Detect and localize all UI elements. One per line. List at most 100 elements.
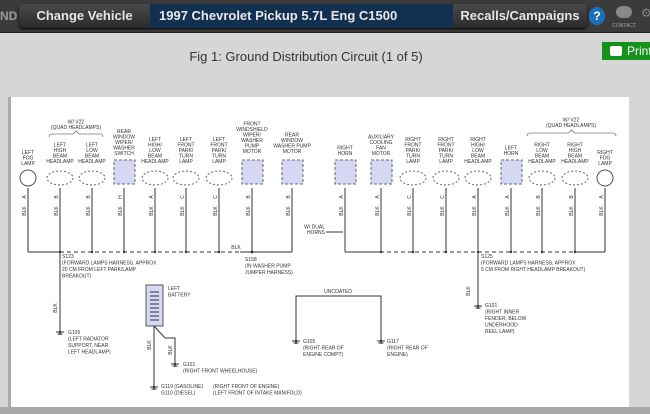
connector-box <box>281 159 304 185</box>
gear-icon[interactable]: ⚙ <box>641 6 650 20</box>
component-label: REAR <box>117 129 131 135</box>
quad-headlamps-label: (QUAD HEADLAMPS) <box>546 123 596 129</box>
component-label: WASHER <box>113 146 135 152</box>
contact-button[interactable]: CONTACT <box>610 4 638 29</box>
component-label: FOG <box>23 156 34 162</box>
battery-label: BATTERY <box>168 293 191 299</box>
print-button[interactable]: Print <box>602 42 650 60</box>
splice-s158: JUMPER HARNESS) <box>245 270 293 276</box>
recalls-campaigns-button[interactable]: Recalls/Campaigns <box>453 4 587 28</box>
ground-wire <box>153 325 176 362</box>
component-label: HEADLAMP <box>46 159 74 165</box>
wire-color-label: BLK <box>407 206 413 216</box>
pin-label: B <box>86 195 92 199</box>
component-label: HIGH/ <box>148 143 163 149</box>
component-label: LAMP <box>406 159 420 165</box>
component-label: LEFT <box>505 146 517 152</box>
component-label: RIGHT <box>597 150 613 156</box>
ground-symbol <box>58 330 62 334</box>
bottom-bar <box>0 407 650 414</box>
component-label: BEAM <box>535 154 549 160</box>
component-label: RIGHT <box>337 146 353 152</box>
wire-color-label: BLK <box>168 345 174 355</box>
pin-label: A <box>375 195 381 199</box>
wire-color-label: BLK <box>536 206 542 216</box>
lamp-symbol <box>528 170 556 186</box>
component-label: LEFT <box>180 137 192 143</box>
component-label: LOW <box>472 148 484 154</box>
component-label: RIGHT <box>567 143 583 149</box>
lamp-symbol <box>205 170 233 186</box>
quad-headlamps-label: W/ V22 <box>563 118 580 124</box>
component-label: WINDSHIELD <box>236 127 268 133</box>
ground-symbol <box>173 362 177 366</box>
splice-s123: (FORWARD LAMPS HARNESS, APPROX <box>62 261 157 267</box>
help-icon[interactable]: ? <box>589 7 605 25</box>
wire-color-label: BLK <box>599 206 605 216</box>
component-label: FRONT <box>210 143 227 149</box>
ground-g101-right: FENDER, BELOW <box>485 316 527 322</box>
ground-symbol <box>152 385 156 389</box>
component-label: TURN <box>439 154 453 160</box>
splice-s158: (IN WASHER PUMP <box>245 264 291 270</box>
ground-g105-left: (LEFT RADIATOR <box>68 337 109 343</box>
wire-color-label: BLK <box>375 206 381 216</box>
component-label: FRONT <box>437 143 454 149</box>
component-label: LEFT <box>86 143 98 149</box>
lamp-symbol <box>172 170 200 186</box>
ground-note: (RIGHT FRONT OF ENGINE) <box>213 384 280 390</box>
ground-g101-right: REEL LAMP) <box>485 329 515 335</box>
chat-bubble-icon <box>616 6 632 18</box>
printer-icon <box>610 46 622 56</box>
wire-color-label: BLK <box>466 286 472 296</box>
top-nav-bar: ND Change Vehicle 1997 Chevrolet Pickup … <box>0 0 650 33</box>
ground-symbol <box>476 304 480 308</box>
component-label: LEFT <box>22 150 34 156</box>
component-label: HEADLAMP <box>141 159 169 165</box>
pin-label: C <box>440 195 446 199</box>
component-label: RIGHT <box>438 137 454 143</box>
splice-dot <box>250 250 254 254</box>
change-vehicle-button[interactable]: Change Vehicle <box>19 4 150 28</box>
lamp-symbol <box>432 170 460 186</box>
uncoated-label: UNCOATED <box>324 289 352 295</box>
ground-g105-right: ENGINE COMPT) <box>303 352 344 358</box>
wire-color-label: BLK <box>440 206 446 216</box>
component-label: BEAM <box>471 154 485 160</box>
component-label: PUMP <box>245 144 260 150</box>
component-label: FRONT <box>243 122 260 128</box>
component-label: FRONT <box>404 143 421 149</box>
splice-dot <box>509 250 513 254</box>
component-label: LEFT <box>54 143 66 149</box>
splice-dot <box>217 250 221 254</box>
wire-color-label: BLK <box>339 206 345 216</box>
pin-label: A <box>472 195 478 199</box>
pin-label: C <box>213 195 219 199</box>
dual-horns-label: HORNS <box>307 230 326 236</box>
ground-note: (LEFT FRONT OF INTAKE MANIFOLD) <box>213 391 302 397</box>
lamp-symbol <box>561 170 589 186</box>
component-label: LAMP <box>598 161 612 167</box>
component-label: REAR <box>285 133 299 139</box>
splice-s158: S158 <box>245 257 257 263</box>
ground-g101-left: G101 <box>183 362 195 368</box>
brand-fragment: ND <box>0 9 18 23</box>
component-label: WINDOW <box>113 135 135 141</box>
lamp-symbol <box>78 170 106 186</box>
component-label: WASHER <box>241 138 263 144</box>
component-label: FAN <box>376 146 386 152</box>
brace <box>526 129 617 137</box>
connector-box <box>241 159 264 185</box>
ground-g101-right: UNDERHOOD <box>485 323 518 329</box>
component-label: HIGH <box>54 148 67 154</box>
component-label: LEFT <box>213 137 225 143</box>
pin-label: A <box>22 195 28 199</box>
component-label: HEADLAMP <box>78 159 106 165</box>
splice-s125: 5 CM FROM RIGHT HEADLAMP BREAKOUT) <box>481 267 586 273</box>
wire-color-label: BLK <box>118 206 124 216</box>
contact-label: CONTACT <box>612 23 636 29</box>
component-label: BEAM <box>85 154 99 160</box>
connector-box <box>370 159 393 185</box>
ground-g105-left: G105 <box>68 330 80 336</box>
